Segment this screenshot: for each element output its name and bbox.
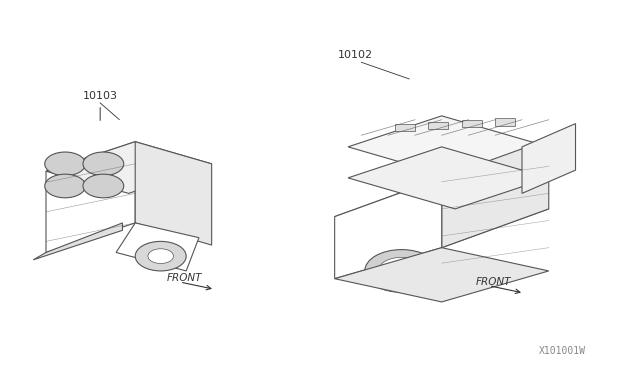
Bar — [462, 120, 482, 128]
Text: 10103: 10103 — [83, 91, 118, 101]
Bar — [495, 118, 515, 125]
Circle shape — [378, 257, 425, 285]
Circle shape — [365, 250, 438, 292]
Polygon shape — [116, 223, 199, 271]
Text: FRONT: FRONT — [476, 277, 511, 287]
Circle shape — [45, 174, 86, 198]
Circle shape — [83, 174, 124, 198]
Polygon shape — [348, 147, 548, 209]
Bar — [428, 122, 449, 129]
Circle shape — [83, 152, 124, 176]
Polygon shape — [33, 223, 122, 260]
Polygon shape — [46, 142, 212, 193]
Polygon shape — [442, 139, 548, 248]
Polygon shape — [46, 142, 135, 253]
Circle shape — [45, 152, 86, 176]
Polygon shape — [335, 178, 548, 248]
Polygon shape — [335, 248, 548, 302]
Bar — [395, 124, 415, 131]
Circle shape — [392, 265, 412, 277]
Text: X101001W: X101001W — [539, 346, 586, 356]
Circle shape — [135, 241, 186, 271]
Polygon shape — [348, 116, 548, 178]
Text: 10102: 10102 — [337, 51, 372, 61]
Text: FRONT: FRONT — [167, 273, 203, 283]
Polygon shape — [522, 124, 575, 193]
Polygon shape — [335, 178, 442, 279]
Circle shape — [148, 249, 173, 263]
Polygon shape — [135, 142, 212, 245]
